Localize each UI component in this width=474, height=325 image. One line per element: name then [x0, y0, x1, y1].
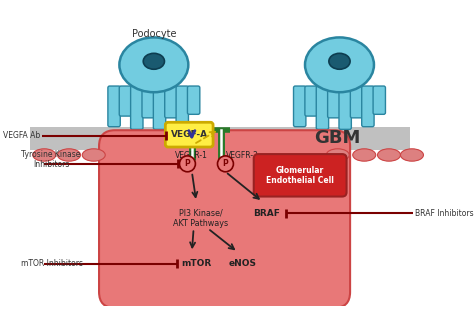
FancyBboxPatch shape — [339, 86, 351, 129]
FancyBboxPatch shape — [316, 86, 328, 129]
Text: eNOS: eNOS — [228, 259, 256, 268]
FancyBboxPatch shape — [362, 86, 374, 127]
Ellipse shape — [377, 149, 401, 161]
FancyBboxPatch shape — [176, 86, 189, 127]
Text: BRAF Inhibitors: BRAF Inhibitors — [415, 209, 473, 218]
Ellipse shape — [305, 37, 374, 92]
FancyBboxPatch shape — [165, 86, 177, 118]
Text: Glomerular
Endothelial Cell: Glomerular Endothelial Cell — [266, 166, 334, 185]
FancyBboxPatch shape — [131, 86, 143, 129]
Text: mTOR Inhibitors: mTOR Inhibitors — [21, 259, 83, 268]
FancyBboxPatch shape — [187, 86, 200, 114]
Text: mTOR: mTOR — [181, 259, 211, 268]
Ellipse shape — [119, 37, 188, 92]
Circle shape — [180, 156, 195, 172]
FancyBboxPatch shape — [305, 86, 317, 116]
Ellipse shape — [329, 53, 350, 69]
Ellipse shape — [82, 149, 105, 161]
Text: VEGF-A: VEGF-A — [171, 130, 208, 139]
FancyBboxPatch shape — [154, 86, 166, 129]
FancyBboxPatch shape — [254, 154, 346, 197]
Text: BRAF: BRAF — [254, 209, 281, 218]
Text: VEGFR-1: VEGFR-1 — [175, 151, 208, 161]
FancyBboxPatch shape — [293, 86, 306, 127]
Text: Tyrosine Kinase
Inhibitors: Tyrosine Kinase Inhibitors — [21, 150, 81, 169]
Ellipse shape — [326, 149, 349, 161]
Ellipse shape — [353, 149, 376, 161]
FancyBboxPatch shape — [373, 86, 385, 114]
Text: Podocyte: Podocyte — [132, 29, 176, 39]
FancyBboxPatch shape — [165, 122, 213, 147]
Text: PI3 Kinase/
AKT Pathways: PI3 Kinase/ AKT Pathways — [173, 209, 228, 228]
Text: GBM: GBM — [315, 129, 361, 147]
FancyBboxPatch shape — [119, 86, 132, 116]
FancyBboxPatch shape — [108, 86, 120, 127]
FancyBboxPatch shape — [99, 130, 350, 308]
FancyBboxPatch shape — [142, 86, 155, 118]
Ellipse shape — [57, 149, 81, 161]
Circle shape — [218, 156, 233, 172]
Ellipse shape — [401, 149, 423, 161]
Text: P: P — [223, 159, 228, 168]
Ellipse shape — [143, 53, 164, 69]
Text: P: P — [184, 159, 191, 168]
Bar — [30, 127, 410, 150]
Text: VEGFA Ab: VEGFA Ab — [2, 131, 40, 140]
Text: VEGFR-2: VEGFR-2 — [226, 151, 258, 161]
Ellipse shape — [33, 149, 56, 161]
FancyBboxPatch shape — [350, 86, 363, 118]
FancyBboxPatch shape — [328, 86, 340, 118]
